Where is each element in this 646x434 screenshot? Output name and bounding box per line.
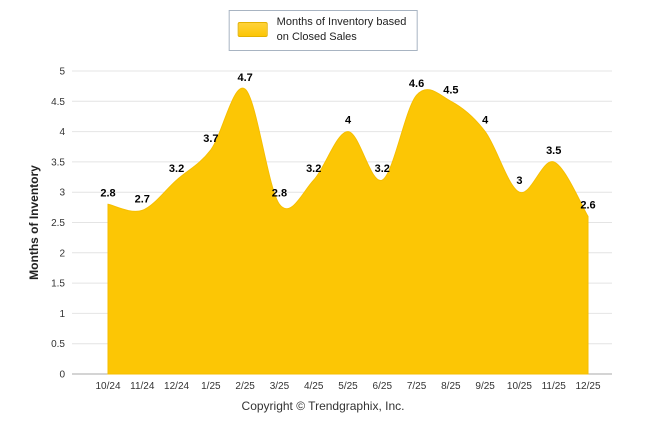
x-tick-label: 3/25 — [270, 381, 290, 392]
data-point-label: 2.8 — [272, 187, 287, 199]
y-axis-title: Months of Inventory — [27, 165, 41, 280]
data-point-label: 4.7 — [237, 72, 252, 84]
data-point-label: 2.8 — [100, 187, 115, 199]
y-tick-label: 3.5 — [51, 157, 65, 168]
data-point-label: 2.7 — [135, 193, 150, 205]
legend-label-line2: on Closed Sales — [276, 30, 357, 43]
x-tick-label: 5/25 — [338, 381, 358, 392]
x-tick-label: 4/25 — [304, 381, 324, 392]
data-point-label: 3.7 — [203, 133, 218, 145]
legend-label-line1: Months of Inventory based — [276, 16, 407, 28]
data-point-label: 3.2 — [375, 163, 390, 175]
data-point-label: 4.5 — [443, 84, 458, 96]
data-point-label: 2.6 — [580, 199, 595, 211]
x-tick-label: 10/25 — [507, 381, 532, 392]
x-tick-label: 10/24 — [95, 381, 120, 392]
series-swatch-icon — [237, 22, 268, 38]
copyright-text: Copyright © Trendgraphix, Inc. — [241, 399, 405, 413]
inventory-area-series — [107, 87, 589, 375]
data-point-label: 4 — [482, 115, 489, 127]
data-point-label: 3.2 — [169, 163, 184, 175]
legend: Months of Inventory based on Closed Sale… — [228, 10, 418, 51]
x-tick-label: 8/25 — [441, 381, 461, 392]
data-point-label: 4 — [345, 115, 352, 127]
x-tick-label: 1/25 — [201, 381, 221, 392]
y-tick-label: 5 — [59, 67, 65, 78]
y-tick-label: 2.5 — [51, 218, 65, 229]
y-tick-label: 1 — [59, 309, 65, 320]
data-point-label: 3 — [516, 175, 522, 187]
x-tick-label: 12/25 — [575, 381, 600, 392]
data-point-label: 3.5 — [546, 145, 561, 157]
legend-label: Months of Inventory based on Closed Sale… — [277, 15, 407, 45]
y-tick-label: 1.5 — [51, 279, 65, 290]
y-tick-label: 4.5 — [51, 97, 65, 108]
x-tick-label: 9/25 — [475, 381, 495, 392]
x-tick-label: 11/25 — [542, 381, 567, 392]
x-tick-label: 6/25 — [373, 381, 393, 392]
y-tick-label: 0.5 — [51, 339, 65, 350]
x-tick-label: 2/25 — [235, 381, 255, 392]
y-tick-label: 0 — [59, 370, 65, 381]
y-tick-label: 3 — [59, 188, 65, 199]
data-point-label: 3.2 — [306, 163, 321, 175]
x-tick-label: 11/24 — [130, 381, 155, 392]
x-tick-label: 7/25 — [407, 381, 427, 392]
data-point-label: 4.6 — [409, 78, 424, 90]
x-tick-label: 12/24 — [164, 381, 189, 392]
y-tick-label: 4 — [59, 127, 65, 138]
y-tick-label: 2 — [59, 248, 65, 259]
